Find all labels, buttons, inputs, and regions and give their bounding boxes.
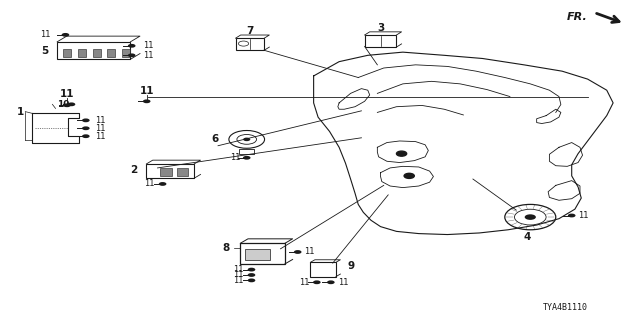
Text: 8: 8	[223, 244, 230, 253]
Text: 11: 11	[40, 30, 51, 39]
Bar	[63, 49, 71, 57]
Text: 4: 4	[524, 232, 531, 242]
Bar	[78, 49, 86, 57]
Circle shape	[327, 280, 335, 284]
Circle shape	[248, 273, 255, 277]
Text: 11: 11	[304, 247, 315, 257]
Text: 11: 11	[234, 270, 244, 279]
Text: 2: 2	[130, 164, 137, 174]
Text: 3: 3	[377, 23, 384, 33]
Circle shape	[404, 173, 414, 178]
Circle shape	[159, 182, 166, 186]
Circle shape	[525, 214, 536, 220]
Bar	[246, 249, 270, 260]
Circle shape	[143, 100, 150, 103]
Text: 11: 11	[234, 276, 244, 285]
Text: TYA4B1110: TYA4B1110	[543, 303, 588, 312]
Text: 11: 11	[230, 153, 241, 162]
Text: 7: 7	[246, 26, 253, 36]
Text: 5: 5	[41, 45, 48, 56]
Circle shape	[248, 278, 255, 282]
Circle shape	[128, 53, 136, 57]
Circle shape	[68, 102, 76, 106]
Circle shape	[128, 44, 136, 48]
Bar	[122, 49, 130, 57]
Text: 11: 11	[60, 89, 74, 99]
Circle shape	[248, 268, 255, 271]
Text: FR.: FR.	[567, 12, 588, 22]
Text: 11: 11	[234, 265, 244, 274]
Circle shape	[568, 214, 575, 217]
Bar	[160, 169, 172, 176]
Circle shape	[294, 250, 301, 254]
Bar	[93, 49, 100, 57]
Circle shape	[82, 134, 90, 138]
Text: 11: 11	[143, 51, 154, 60]
Text: 11: 11	[95, 124, 106, 133]
Text: 11: 11	[95, 116, 106, 125]
Text: 9: 9	[348, 261, 355, 271]
Text: 11: 11	[140, 86, 154, 96]
Text: 1: 1	[17, 107, 24, 116]
Circle shape	[243, 156, 250, 160]
Text: 6: 6	[211, 134, 218, 144]
Circle shape	[63, 103, 71, 107]
Text: 11: 11	[144, 180, 154, 188]
Circle shape	[313, 280, 321, 284]
Text: 11: 11	[299, 278, 309, 287]
Circle shape	[82, 126, 90, 130]
Circle shape	[82, 118, 90, 122]
Text: 10: 10	[57, 100, 69, 109]
Circle shape	[61, 33, 69, 37]
Text: 11: 11	[143, 41, 154, 50]
Bar	[177, 169, 188, 176]
Circle shape	[396, 151, 406, 156]
Text: 11: 11	[95, 132, 106, 141]
Bar	[239, 149, 254, 154]
Bar	[108, 49, 115, 57]
Circle shape	[243, 138, 250, 141]
Text: 11: 11	[578, 211, 589, 220]
Text: 11: 11	[339, 278, 349, 287]
